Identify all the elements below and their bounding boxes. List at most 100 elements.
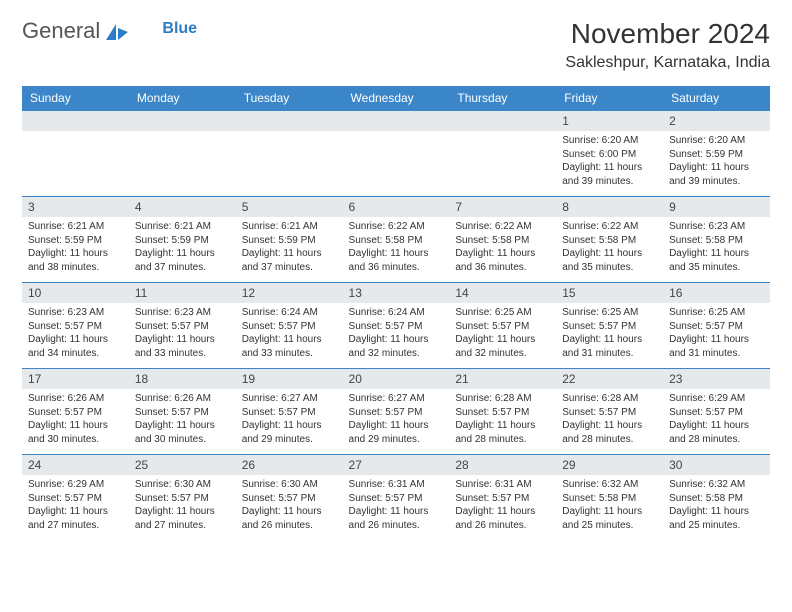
col-wednesday: Wednesday: [343, 86, 450, 111]
calendar-cell: 26Sunrise: 6:30 AMSunset: 5:57 PMDayligh…: [236, 455, 343, 541]
col-friday: Friday: [556, 86, 663, 111]
day-number: 16: [663, 283, 770, 303]
calendar-cell: 11Sunrise: 6:23 AMSunset: 5:57 PMDayligh…: [129, 283, 236, 369]
title-block: November 2024 Sakleshpur, Karnataka, Ind…: [565, 18, 770, 72]
day-number: 5: [236, 197, 343, 217]
sunrise-text: Sunrise: 6:32 AM: [669, 478, 764, 492]
day-number: 25: [129, 455, 236, 475]
sunrise-text: Sunrise: 6:30 AM: [135, 478, 230, 492]
sunrise-text: Sunrise: 6:26 AM: [28, 392, 123, 406]
sunrise-text: Sunrise: 6:25 AM: [669, 306, 764, 320]
day-number: 1: [556, 111, 663, 131]
daylight-text: Daylight: 11 hours and 33 minutes.: [242, 333, 337, 360]
sunset-text: Sunset: 5:57 PM: [349, 320, 444, 334]
day-body: Sunrise: 6:26 AMSunset: 5:57 PMDaylight:…: [22, 389, 129, 450]
calendar-cell: 23Sunrise: 6:29 AMSunset: 5:57 PMDayligh…: [663, 369, 770, 455]
day-body: Sunrise: 6:21 AMSunset: 5:59 PMDaylight:…: [22, 217, 129, 278]
calendar-cell: 4Sunrise: 6:21 AMSunset: 5:59 PMDaylight…: [129, 197, 236, 283]
sunrise-text: Sunrise: 6:27 AM: [242, 392, 337, 406]
calendar-table: Sunday Monday Tuesday Wednesday Thursday…: [22, 86, 770, 541]
calendar-cell: [129, 111, 236, 197]
col-saturday: Saturday: [663, 86, 770, 111]
calendar-row: 24Sunrise: 6:29 AMSunset: 5:57 PMDayligh…: [22, 455, 770, 541]
day-body: Sunrise: 6:20 AMSunset: 6:00 PMDaylight:…: [556, 131, 663, 192]
day-body: Sunrise: 6:30 AMSunset: 5:57 PMDaylight:…: [236, 475, 343, 536]
daylight-text: Daylight: 11 hours and 37 minutes.: [242, 247, 337, 274]
col-thursday: Thursday: [449, 86, 556, 111]
calendar-cell: [236, 111, 343, 197]
daylight-text: Daylight: 11 hours and 26 minutes.: [349, 505, 444, 532]
day-body: Sunrise: 6:21 AMSunset: 5:59 PMDaylight:…: [236, 217, 343, 278]
sunrise-text: Sunrise: 6:21 AM: [242, 220, 337, 234]
calendar-cell: 21Sunrise: 6:28 AMSunset: 5:57 PMDayligh…: [449, 369, 556, 455]
sunrise-text: Sunrise: 6:25 AM: [562, 306, 657, 320]
day-body: Sunrise: 6:29 AMSunset: 5:57 PMDaylight:…: [663, 389, 770, 450]
daylight-text: Daylight: 11 hours and 26 minutes.: [455, 505, 550, 532]
day-body: Sunrise: 6:30 AMSunset: 5:57 PMDaylight:…: [129, 475, 236, 536]
day-number: 30: [663, 455, 770, 475]
day-body: Sunrise: 6:31 AMSunset: 5:57 PMDaylight:…: [343, 475, 450, 536]
sunset-text: Sunset: 5:59 PM: [28, 234, 123, 248]
daylight-text: Daylight: 11 hours and 35 minutes.: [669, 247, 764, 274]
calendar-cell: 9Sunrise: 6:23 AMSunset: 5:58 PMDaylight…: [663, 197, 770, 283]
day-body: Sunrise: 6:24 AMSunset: 5:57 PMDaylight:…: [236, 303, 343, 364]
calendar-cell: 15Sunrise: 6:25 AMSunset: 5:57 PMDayligh…: [556, 283, 663, 369]
day-number: 26: [236, 455, 343, 475]
calendar-cell: 30Sunrise: 6:32 AMSunset: 5:58 PMDayligh…: [663, 455, 770, 541]
day-body: Sunrise: 6:31 AMSunset: 5:57 PMDaylight:…: [449, 475, 556, 536]
calendar-cell: 7Sunrise: 6:22 AMSunset: 5:58 PMDaylight…: [449, 197, 556, 283]
sunrise-text: Sunrise: 6:23 AM: [135, 306, 230, 320]
calendar-cell: 25Sunrise: 6:30 AMSunset: 5:57 PMDayligh…: [129, 455, 236, 541]
calendar-cell: [22, 111, 129, 197]
day-number: 21: [449, 369, 556, 389]
day-body: Sunrise: 6:27 AMSunset: 5:57 PMDaylight:…: [343, 389, 450, 450]
day-number: [449, 111, 556, 131]
sunset-text: Sunset: 5:57 PM: [135, 406, 230, 420]
day-number: [22, 111, 129, 131]
logo: General Blue: [22, 18, 197, 44]
day-number: 8: [556, 197, 663, 217]
daylight-text: Daylight: 11 hours and 32 minutes.: [349, 333, 444, 360]
daylight-text: Daylight: 11 hours and 31 minutes.: [669, 333, 764, 360]
page-title: November 2024: [565, 18, 770, 50]
day-body: Sunrise: 6:32 AMSunset: 5:58 PMDaylight:…: [663, 475, 770, 536]
sunset-text: Sunset: 5:58 PM: [455, 234, 550, 248]
location-text: Sakleshpur, Karnataka, India: [565, 54, 770, 72]
daylight-text: Daylight: 11 hours and 39 minutes.: [669, 161, 764, 188]
day-body: Sunrise: 6:26 AMSunset: 5:57 PMDaylight:…: [129, 389, 236, 450]
header: General Blue November 2024 Sakleshpur, K…: [22, 18, 770, 72]
day-number: 17: [22, 369, 129, 389]
day-body: Sunrise: 6:28 AMSunset: 5:57 PMDaylight:…: [449, 389, 556, 450]
sunset-text: Sunset: 5:57 PM: [669, 406, 764, 420]
sunrise-text: Sunrise: 6:27 AM: [349, 392, 444, 406]
day-number: 12: [236, 283, 343, 303]
day-number: 2: [663, 111, 770, 131]
sunrise-text: Sunrise: 6:28 AM: [455, 392, 550, 406]
daylight-text: Daylight: 11 hours and 28 minutes.: [455, 419, 550, 446]
calendar-cell: 10Sunrise: 6:23 AMSunset: 5:57 PMDayligh…: [22, 283, 129, 369]
sunrise-text: Sunrise: 6:24 AM: [349, 306, 444, 320]
day-number: 20: [343, 369, 450, 389]
day-number: 9: [663, 197, 770, 217]
daylight-text: Daylight: 11 hours and 36 minutes.: [349, 247, 444, 274]
day-number: 19: [236, 369, 343, 389]
calendar-cell: 24Sunrise: 6:29 AMSunset: 5:57 PMDayligh…: [22, 455, 129, 541]
day-body: Sunrise: 6:22 AMSunset: 5:58 PMDaylight:…: [343, 217, 450, 278]
calendar-cell: 5Sunrise: 6:21 AMSunset: 5:59 PMDaylight…: [236, 197, 343, 283]
sunset-text: Sunset: 6:00 PM: [562, 148, 657, 162]
daylight-text: Daylight: 11 hours and 25 minutes.: [669, 505, 764, 532]
day-number: 18: [129, 369, 236, 389]
logo-text-general: General: [22, 18, 100, 43]
day-number: 4: [129, 197, 236, 217]
daylight-text: Daylight: 11 hours and 27 minutes.: [28, 505, 123, 532]
daylight-text: Daylight: 11 hours and 28 minutes.: [669, 419, 764, 446]
day-number: 29: [556, 455, 663, 475]
sunset-text: Sunset: 5:58 PM: [562, 492, 657, 506]
daylight-text: Daylight: 11 hours and 27 minutes.: [135, 505, 230, 532]
sunrise-text: Sunrise: 6:31 AM: [349, 478, 444, 492]
day-body: Sunrise: 6:23 AMSunset: 5:57 PMDaylight:…: [22, 303, 129, 364]
daylight-text: Daylight: 11 hours and 30 minutes.: [28, 419, 123, 446]
calendar-cell: 17Sunrise: 6:26 AMSunset: 5:57 PMDayligh…: [22, 369, 129, 455]
calendar-cell: 29Sunrise: 6:32 AMSunset: 5:58 PMDayligh…: [556, 455, 663, 541]
sunrise-text: Sunrise: 6:26 AM: [135, 392, 230, 406]
